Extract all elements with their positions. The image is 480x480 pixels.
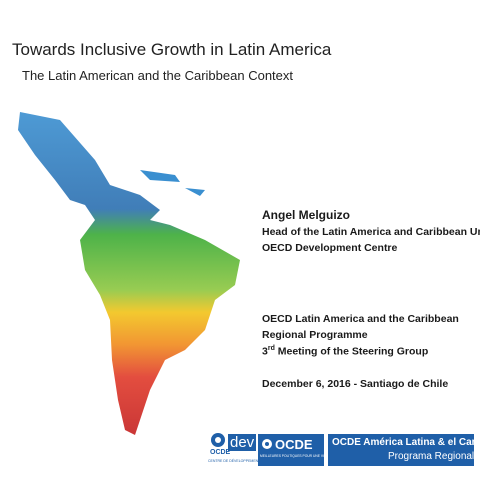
date: December 6, 2016 - Santiago de Chile xyxy=(262,378,449,390)
ocde-logo: OCDE MEILLEURES POLITIQUES POUR UNE VIE … xyxy=(258,434,346,466)
dev-caption: CENTRE DE DÉVELOPPEMENT xyxy=(208,459,261,463)
meeting-suffix: rd xyxy=(267,345,275,352)
subtitle: The Latin American and the Caribbean Con… xyxy=(22,68,294,83)
ocde-motto: MEILLEURES POLITIQUES POUR UNE VIE MEILL… xyxy=(260,454,346,458)
presenter-role: OECD Development Centre xyxy=(262,242,398,254)
title: Towards Inclusive Growth in Latin Americ… xyxy=(12,40,332,59)
presenter-name: Angel Melguizo xyxy=(262,208,350,222)
ocde-icon xyxy=(262,439,272,449)
presenter-role: Head of the Latin America and Caribbean … xyxy=(262,226,480,238)
dev-label: dev xyxy=(228,434,257,451)
map xyxy=(18,112,240,435)
ocde-label: OCDE xyxy=(210,449,231,456)
ocde-icon xyxy=(211,433,225,447)
regional-name: OCDE América Latina & el Caribe xyxy=(332,437,480,448)
meeting-number: 3 xyxy=(262,345,268,358)
event-line: OECD Latin America and the Caribbean xyxy=(262,313,459,325)
regional-logo: OCDE América Latina & el Caribe Programa… xyxy=(328,434,480,466)
ocde-dev-logo: OCDE dev CENTRE DE DÉVELOPPEMENT xyxy=(208,432,260,468)
meeting-line: 3rd Meeting of the Steering Group xyxy=(262,345,428,358)
event-line: Regional Programme xyxy=(262,329,368,341)
meeting-text: Meeting of the Steering Group xyxy=(274,345,429,358)
ocde-name: OCDE xyxy=(275,437,313,452)
regional-programme: Programa Regional xyxy=(388,451,475,462)
